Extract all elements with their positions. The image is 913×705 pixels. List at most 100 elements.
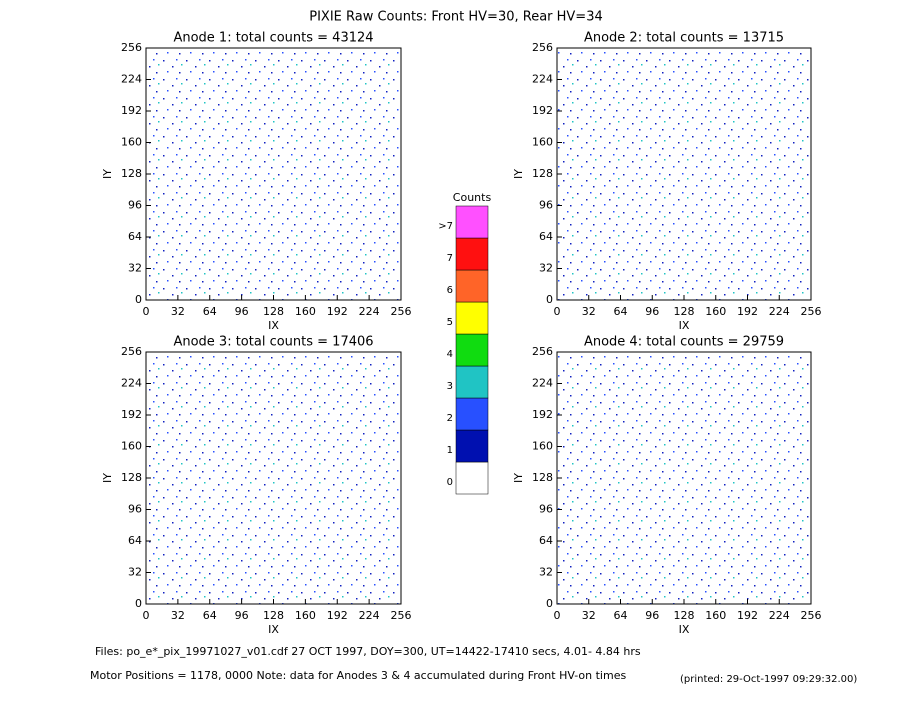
x-tick-label: 64 [203, 609, 217, 622]
y-tick-label: 64 [539, 534, 553, 547]
x-tick-label: 160 [295, 305, 316, 318]
panel-title: Anode 1: total counts = 43124 [173, 31, 373, 46]
y-tick-label: 32 [128, 566, 142, 579]
page-title: PIXIE Raw Counts: Front HV=30, Rear HV=3… [309, 10, 603, 25]
y-tick-label: 96 [539, 199, 553, 212]
y-axis-label: IY [101, 473, 114, 483]
y-tick-label: 256 [121, 345, 142, 358]
panel-title: Anode 3: total counts = 17406 [173, 335, 373, 350]
y-tick-label: 128 [121, 471, 142, 484]
y-tick-label: 160 [121, 440, 142, 453]
footer-files: Files: po_e*_pix_19971027_v01.cdf 27 OCT… [95, 645, 641, 658]
x-tick-label: 256 [391, 609, 412, 622]
colorbar-label: 4 [447, 349, 453, 360]
colorbar-label: 7 [447, 253, 453, 264]
x-tick-label: 128 [263, 305, 284, 318]
colorbar-swatch [455, 461, 489, 495]
colorbar-label: >7 [438, 221, 453, 232]
colorbar-swatch [455, 301, 489, 335]
y-tick-label: 224 [121, 377, 142, 390]
x-axis-label: IX [268, 623, 279, 636]
y-tick-label: 256 [121, 41, 142, 54]
x-tick-label: 64 [203, 305, 217, 318]
y-tick-label: 256 [532, 345, 553, 358]
y-tick-label: 0 [546, 597, 553, 610]
y-tick-label: 224 [121, 73, 142, 86]
x-tick-label: 96 [235, 609, 249, 622]
y-tick-label: 64 [128, 230, 142, 243]
y-tick-label: 32 [539, 566, 553, 579]
x-tick-label: 192 [737, 305, 758, 318]
x-tick-label: 256 [391, 305, 412, 318]
y-tick-label: 0 [135, 293, 142, 306]
colorbar-swatch [455, 429, 489, 463]
y-axis-label: IY [101, 169, 114, 179]
colorbar-swatch [455, 365, 489, 399]
x-tick-label: 96 [235, 305, 249, 318]
y-tick-label: 32 [539, 262, 553, 275]
plot-area [145, 351, 402, 605]
colorbar-label: 2 [447, 413, 453, 424]
y-tick-label: 64 [539, 230, 553, 243]
colorbar-label: 0 [447, 477, 453, 488]
plot-area [145, 47, 402, 301]
x-axis-label: IX [679, 623, 690, 636]
x-tick-label: 0 [143, 305, 150, 318]
x-tick-label: 224 [359, 305, 380, 318]
x-tick-label: 0 [143, 609, 150, 622]
colorbar-swatch [455, 269, 489, 303]
x-tick-label: 256 [801, 609, 822, 622]
x-tick-label: 160 [705, 305, 726, 318]
x-axis-label: IX [268, 319, 279, 332]
x-tick-label: 224 [359, 609, 380, 622]
x-axis-label: IX [679, 319, 690, 332]
footer-printed: (printed: 29-Oct-1997 09:29:32.00) [680, 674, 857, 685]
x-tick-label: 32 [171, 305, 185, 318]
x-tick-label: 32 [582, 305, 596, 318]
y-tick-label: 0 [546, 293, 553, 306]
colorbar-swatch [455, 397, 489, 431]
y-axis-label: IY [512, 169, 525, 179]
x-tick-label: 224 [769, 305, 790, 318]
y-tick-label: 64 [128, 534, 142, 547]
y-tick-label: 96 [539, 503, 553, 516]
x-tick-label: 160 [295, 609, 316, 622]
colorbar-label: 3 [447, 381, 453, 392]
y-tick-label: 0 [135, 597, 142, 610]
y-tick-label: 192 [532, 408, 553, 421]
panel-title: Anode 4: total counts = 29759 [584, 335, 784, 350]
x-tick-label: 64 [614, 609, 628, 622]
y-tick-label: 256 [532, 41, 553, 54]
colorbar-title: Counts [453, 191, 492, 204]
plot-area [556, 47, 812, 301]
panel-title: Anode 2: total counts = 13715 [584, 31, 784, 46]
x-tick-label: 128 [674, 305, 695, 318]
colorbar-swatch [455, 205, 489, 239]
y-tick-label: 192 [532, 104, 553, 117]
x-tick-label: 224 [769, 609, 790, 622]
y-tick-label: 32 [128, 262, 142, 275]
y-tick-label: 160 [532, 440, 553, 453]
colorbar-swatch [455, 333, 489, 367]
y-tick-label: 192 [121, 104, 142, 117]
colorbar-label: 6 [447, 285, 453, 296]
x-tick-label: 192 [327, 305, 348, 318]
x-tick-label: 32 [171, 609, 185, 622]
plot-area [556, 351, 812, 605]
colorbar-label: 5 [447, 317, 453, 328]
colorbar-swatch [455, 237, 489, 271]
x-tick-label: 32 [582, 609, 596, 622]
footer-motor: Motor Positions = 1178, 0000 Note: data … [90, 669, 626, 682]
y-tick-label: 192 [121, 408, 142, 421]
x-tick-label: 192 [737, 609, 758, 622]
y-tick-label: 224 [532, 377, 553, 390]
colorbar-label: 1 [447, 445, 453, 456]
x-tick-label: 96 [645, 609, 659, 622]
y-tick-label: 160 [532, 136, 553, 149]
y-tick-label: 96 [128, 199, 142, 212]
x-tick-label: 64 [614, 305, 628, 318]
y-tick-label: 160 [121, 136, 142, 149]
y-tick-label: 96 [128, 503, 142, 516]
x-tick-label: 0 [554, 609, 561, 622]
